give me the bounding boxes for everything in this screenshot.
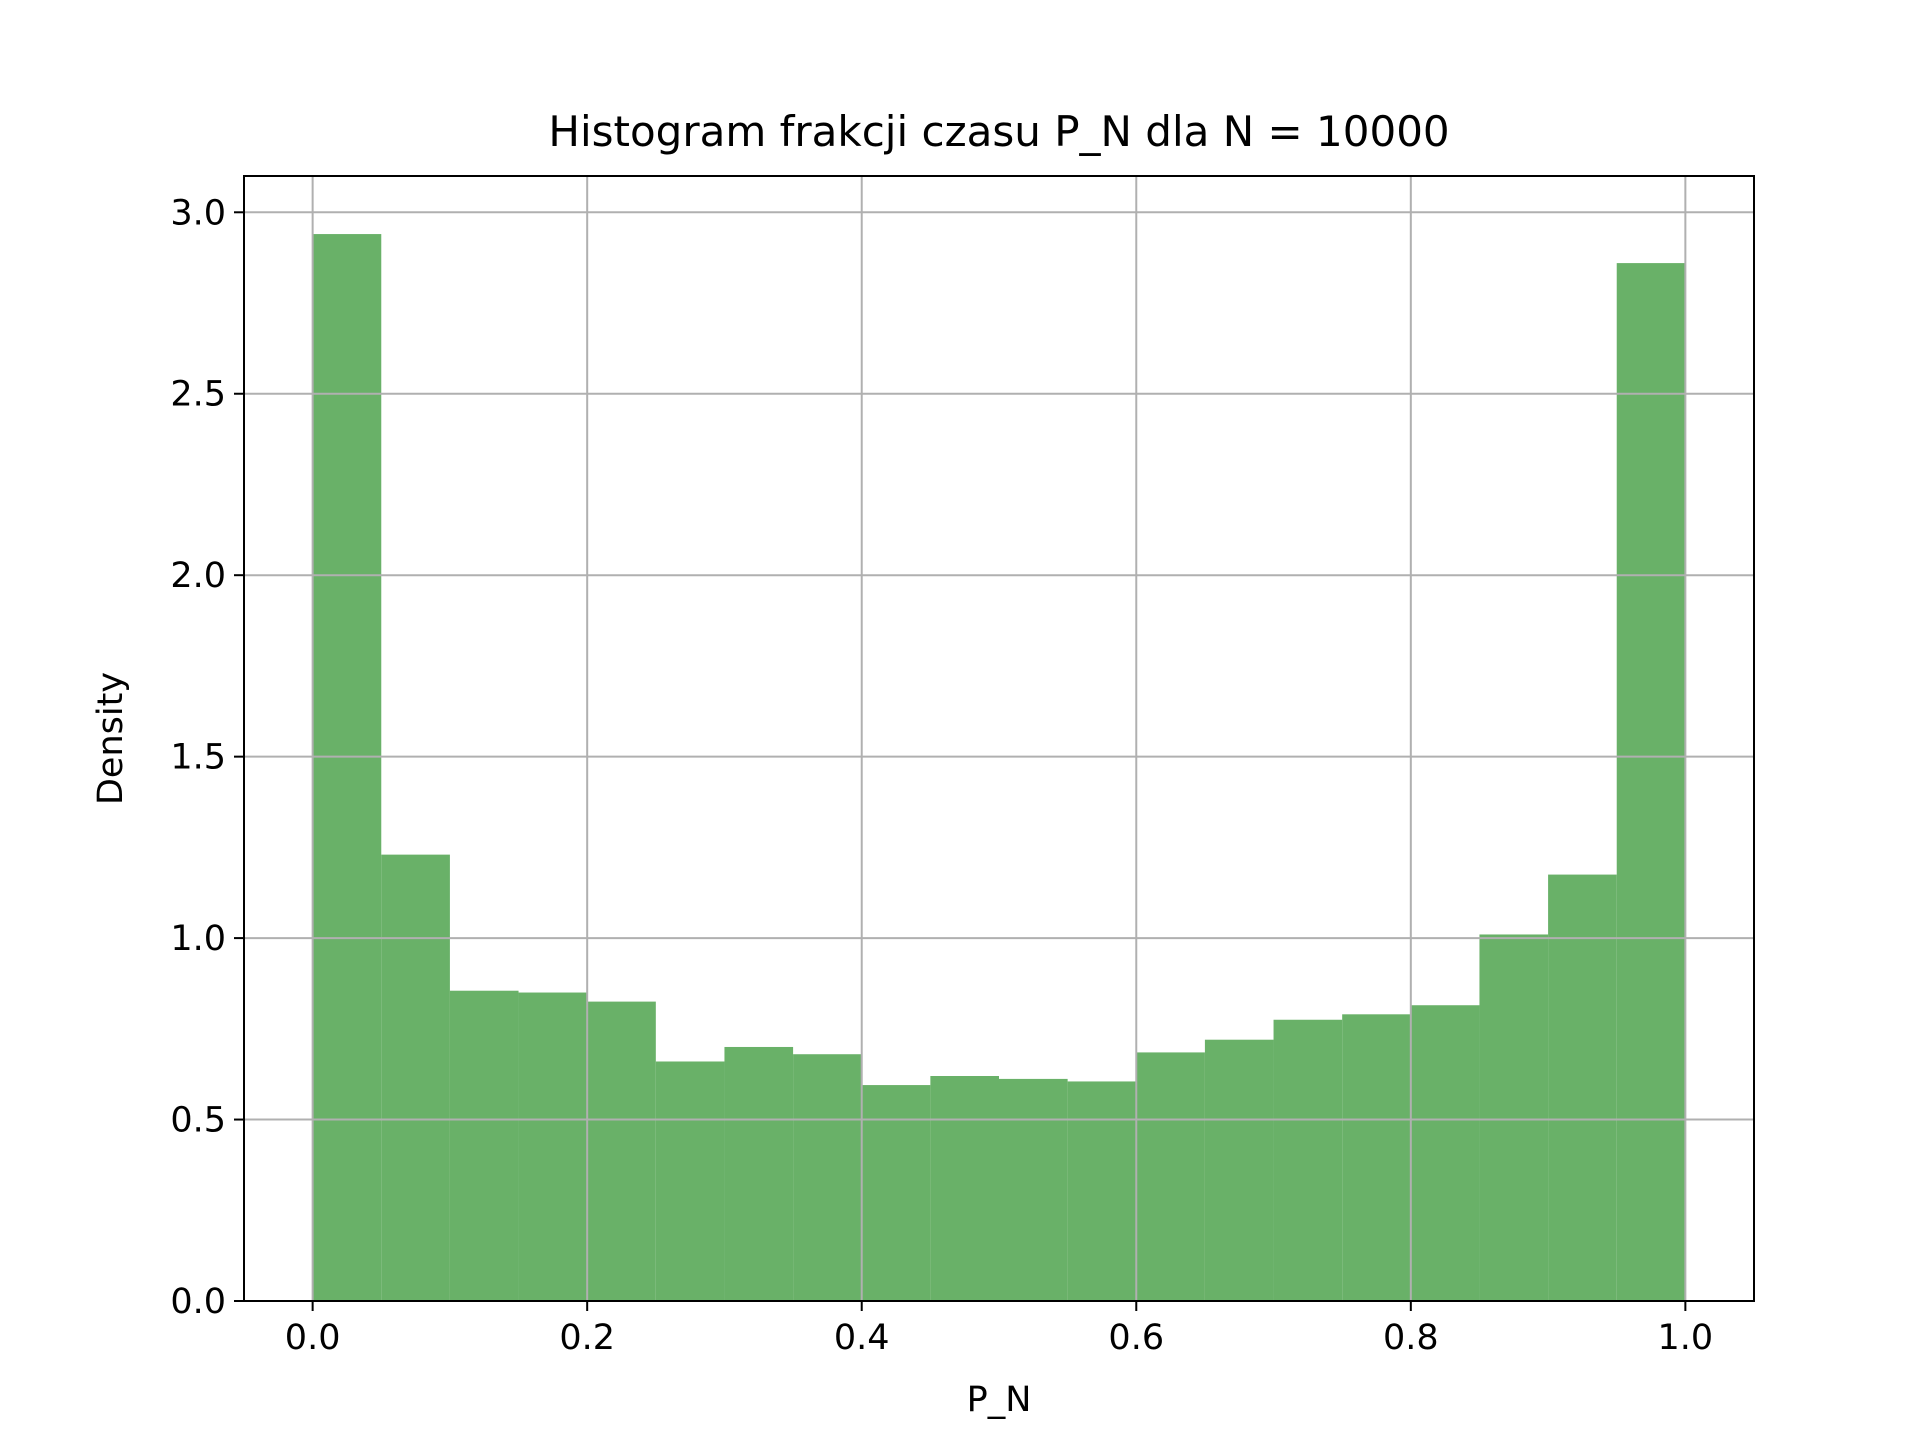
histogram-bar — [1273, 1019, 1343, 1301]
histogram-bar — [1548, 874, 1617, 1301]
x-tick-label: 0.6 — [1108, 1318, 1164, 1358]
histogram-bar — [312, 234, 382, 1302]
x-tick-label: 0.2 — [559, 1318, 615, 1358]
y-tick-label: 0.5 — [170, 1101, 226, 1141]
histogram-bar — [999, 1078, 1068, 1301]
histogram-bar — [930, 1076, 999, 1301]
histogram-bar — [381, 854, 450, 1301]
histogram-bar — [1136, 1052, 1205, 1301]
histogram-bar — [655, 1061, 725, 1301]
y-tick-label: 0.0 — [170, 1282, 226, 1322]
histogram-bar — [1479, 934, 1549, 1301]
histogram-bar — [1067, 1081, 1137, 1301]
x-tick-label: 0.0 — [285, 1318, 341, 1358]
x-tick-label: 0.4 — [834, 1318, 890, 1358]
histogram-bar — [1204, 1039, 1274, 1301]
grid-group — [244, 176, 1754, 1302]
histogram-bar — [449, 990, 519, 1301]
histogram-bar — [518, 992, 588, 1301]
chart-title: Histogram frakcji czasu P_N dla N = 1000… — [548, 107, 1449, 156]
histogram-bar — [587, 1001, 656, 1301]
histogram-bar — [724, 1046, 794, 1301]
y-tick-label: 2.0 — [170, 556, 226, 596]
y-tick-label: 1.5 — [170, 738, 226, 778]
histogram-bar — [793, 1054, 862, 1301]
histogram-bar — [1410, 1005, 1480, 1301]
bars-group — [312, 234, 1686, 1302]
plot-frame — [243, 175, 1755, 1302]
histogram-bar — [861, 1085, 931, 1301]
y-tick-label: 2.5 — [170, 375, 226, 415]
x-ticks-group: 0.0 0.2 0.4 0.6 0.8 1.0 — [285, 1301, 1713, 1358]
histogram-bar — [1342, 1014, 1411, 1301]
y-ticks-group: 0.0 0.5 1.0 1.5 2.0 2.5 3.0 — [170, 193, 244, 1322]
y-tick-label: 3.0 — [170, 193, 226, 233]
x-axis-label: P_N — [967, 1380, 1032, 1420]
histogram-bar — [1616, 263, 1686, 1301]
x-tick-label: 0.8 — [1383, 1318, 1439, 1358]
y-axis-label: Density — [91, 672, 131, 805]
y-tick-label: 1.0 — [170, 919, 226, 959]
x-tick-label: 1.0 — [1658, 1318, 1714, 1358]
